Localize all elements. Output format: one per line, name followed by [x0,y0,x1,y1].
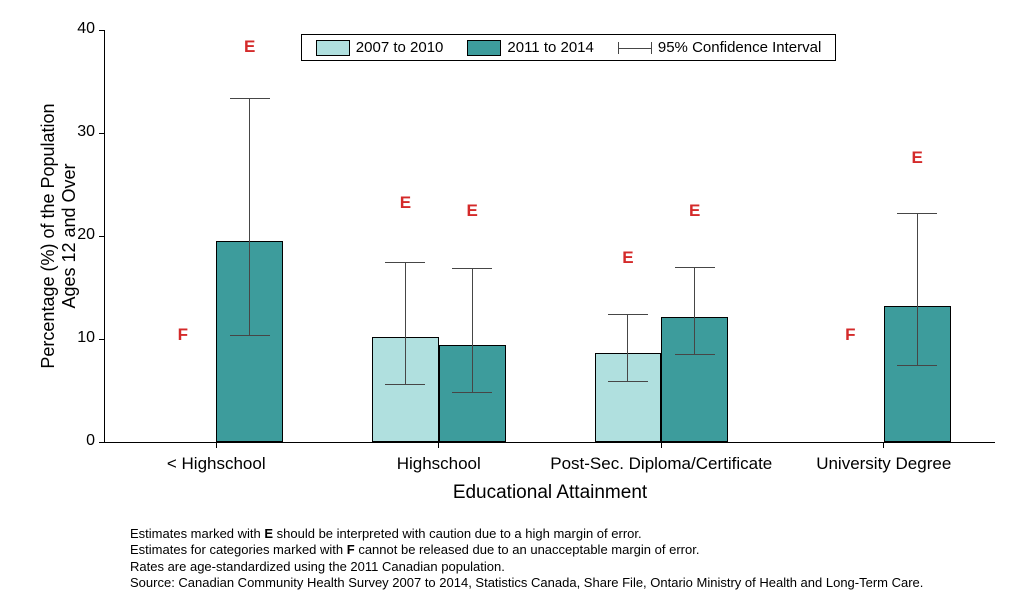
errorbar-cap [230,335,270,336]
legend-swatch-a [316,40,350,56]
errorbar-cap [675,354,715,355]
errorbar-cap [230,98,270,99]
x-tick [883,442,884,448]
data-marker: E [905,148,929,168]
data-marker: E [616,248,640,268]
errorbar-line [694,267,695,355]
footnotes: Estimates marked with E should be interp… [130,526,923,591]
data-marker: F [838,325,862,345]
footnote-line: Rates are age-standardized using the 201… [130,559,923,575]
legend-item: 2007 to 2010 [316,39,444,56]
errorbar-cap [897,213,937,214]
x-tick-label: < Highschool [105,454,328,474]
errorbar-cap [385,384,425,385]
y-tick-label: 40 [57,20,95,38]
legend-label: 2011 to 2014 [507,39,593,56]
y-tick [99,442,105,443]
legend-ci-icon [618,40,652,56]
footnote-line: Source: Canadian Community Health Survey… [130,575,923,591]
x-axis-line [105,442,995,443]
data-marker: E [238,37,262,57]
errorbar-line [627,314,628,381]
errorbar-line [472,268,473,392]
errorbar-cap [452,392,492,393]
data-marker: E [393,193,417,213]
x-axis-label: Educational Attainment [105,482,995,504]
footnote-line: Estimates marked with E should be interp… [130,526,923,542]
data-marker: E [460,201,484,221]
errorbar-cap [452,268,492,269]
data-marker: E [683,201,707,221]
errorbar-cap [897,365,937,366]
errorbar-line [917,213,918,364]
x-tick-label: Highschool [328,454,551,474]
data-marker: F [171,325,195,345]
errorbar-cap [608,314,648,315]
errorbar-cap [385,262,425,263]
legend-swatch-b [467,40,501,56]
legend-item: 2011 to 2014 [467,39,593,56]
x-tick-label: Post-Sec. Diploma/Certificate [550,454,773,474]
y-tick [99,133,105,134]
x-tick [438,442,439,448]
errorbar-line [249,98,250,335]
x-tick [216,442,217,448]
legend-label: 2007 to 2010 [356,39,444,56]
y-tick [99,339,105,340]
errorbar-line [405,262,406,385]
y-tick [99,30,105,31]
x-tick [661,442,662,448]
footnote-line: Estimates for categories marked with F c… [130,542,923,558]
legend-label: 95% Confidence Interval [658,39,821,56]
legend-item: 95% Confidence Interval [618,39,821,56]
y-axis-label: Percentage (%) of the PopulationAges 12 … [38,56,80,416]
errorbar-cap [608,381,648,382]
chart-container: { "canvas": { "width": 1024, "height": 6… [0,0,1024,614]
x-tick-label: University Degree [773,454,996,474]
y-tick-label: 0 [57,432,95,450]
errorbar-cap [675,267,715,268]
y-tick [99,236,105,237]
legend: 2007 to 2010 2011 to 2014 95% Confidence I… [301,34,837,61]
